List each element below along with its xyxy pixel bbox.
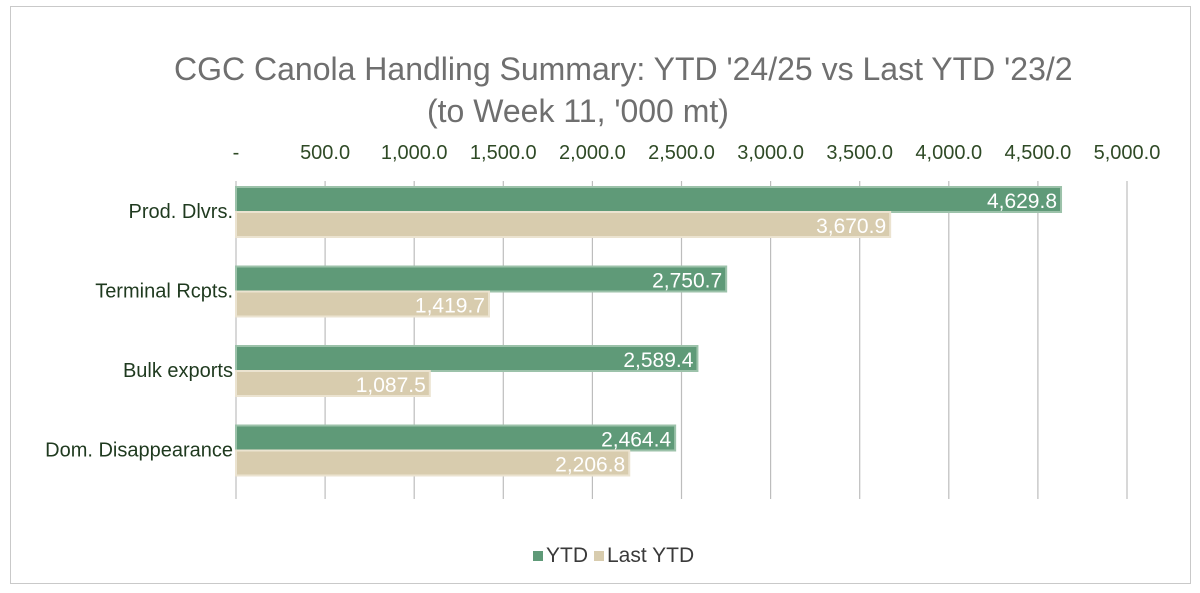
- data-label: 2,589.4: [623, 349, 693, 372]
- x-tick-label: 3,000.0: [737, 142, 804, 164]
- x-tick-label: 2,500.0: [648, 142, 715, 164]
- category-label: Terminal Rcpts.: [95, 281, 233, 303]
- data-labels: 4,629.8 3,670.9 2,750.7 1,419.7 2,589.4 1,087…: [356, 190, 1057, 477]
- bar-last-ytd: [235, 211, 892, 238]
- bars: [235, 186, 1063, 477]
- bar-ytd: [235, 345, 699, 372]
- bar-last-ytd: [235, 290, 490, 318]
- data-label: 2,206.8: [555, 454, 625, 477]
- data-label: 1,087.5: [356, 374, 426, 397]
- chart-frame: CGC Canola Handling Summary: YTD '24/25 …: [10, 6, 1191, 584]
- category-label: Prod. Dlvrs.: [129, 201, 233, 223]
- legend-swatch-last-ytd: [594, 551, 604, 561]
- legend: YTD Last YTD: [533, 544, 700, 568]
- x-tick-label: 3,500.0: [826, 142, 893, 164]
- data-label: 2,464.4: [601, 429, 671, 452]
- data-label: 2,750.7: [652, 270, 722, 293]
- legend-label-ytd: YTD: [546, 544, 588, 567]
- x-tick-label: -: [233, 142, 240, 164]
- legend-label-last-ytd: Last YTD: [607, 544, 695, 567]
- legend-swatch-ytd: [533, 551, 543, 561]
- category-labels: Prod. Dlvrs. Terminal Rcpts. Bulk exports D…: [45, 201, 233, 462]
- bar-ytd: [235, 265, 728, 293]
- bar-last-ytd: [235, 370, 431, 397]
- data-label: 4,629.8: [987, 190, 1057, 213]
- x-tick-label: 1,000.0: [381, 142, 448, 164]
- data-label: 3,670.9: [816, 215, 886, 238]
- chart-subtitle: (to Week 11, '000 mt): [427, 93, 729, 129]
- legend-item-ytd: YTD: [533, 544, 588, 568]
- data-label: 1,419.7: [415, 295, 485, 318]
- x-tick-label: 500.0: [300, 142, 350, 164]
- chart-title: CGC Canola Handling Summary: YTD '24/25 …: [174, 51, 1073, 87]
- x-tick-label: 4,000.0: [915, 142, 982, 164]
- x-tick-label: 1,500.0: [470, 142, 537, 164]
- chart-plot: - 500.0 1,000.0 1,500.0 2,000.0 2,500.0 3,000.…: [45, 142, 1161, 499]
- x-tick-label: 4,500.0: [1005, 142, 1072, 164]
- legend-item-last-ytd: Last YTD: [594, 544, 694, 568]
- category-label: Dom. Disappearance: [45, 440, 233, 462]
- bar-last-ytd: [235, 449, 631, 477]
- category-label: Bulk exports: [123, 360, 233, 382]
- x-tick-label: 2,000.0: [559, 142, 626, 164]
- x-axis-ticks: - 500.0 1,000.0 1,500.0 2,000.0 2,500.0 3,000.…: [233, 142, 1161, 164]
- bar-ytd: [235, 424, 677, 452]
- x-tick-label: 5,000.0: [1094, 142, 1161, 164]
- bar-ytd: [235, 186, 1063, 213]
